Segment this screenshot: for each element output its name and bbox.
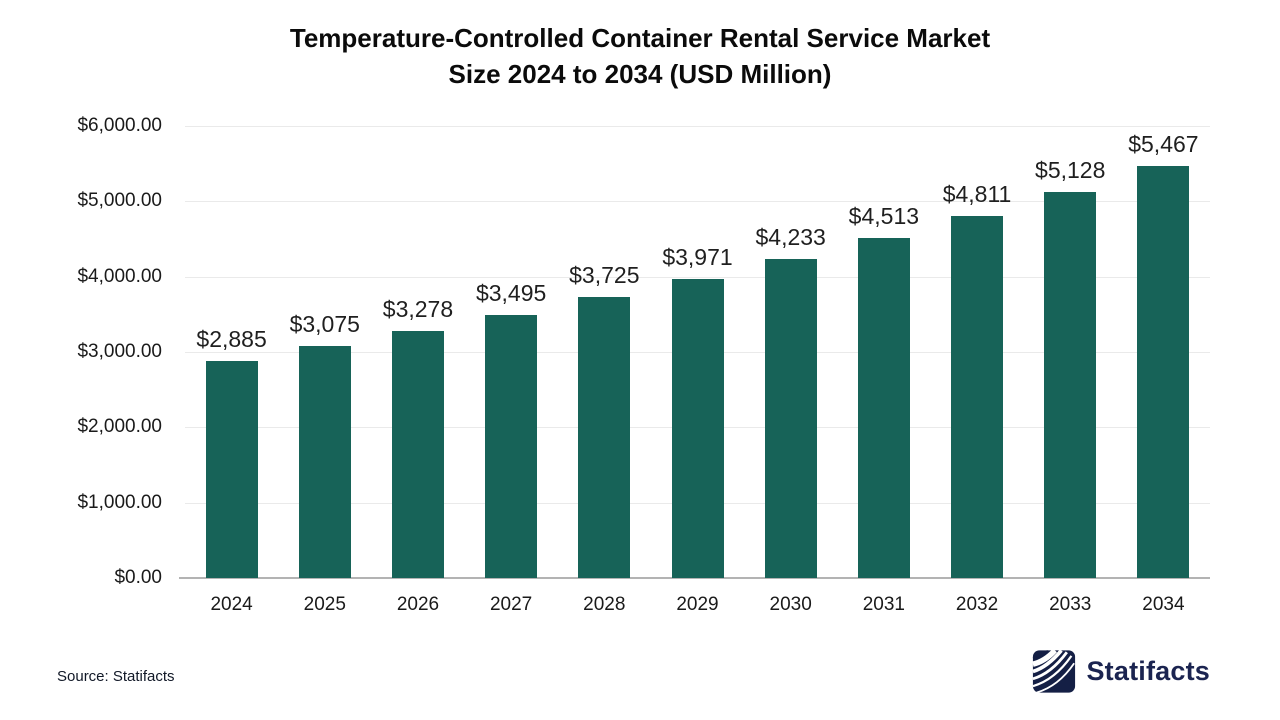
x-axis-tick-label-2034: 2034 xyxy=(1142,594,1185,615)
bar-value-label-2029: $3,971 xyxy=(662,243,733,270)
x-axis-tick-label-2029: 2029 xyxy=(676,594,719,615)
bar-value-label-2030: $4,233 xyxy=(755,224,826,251)
brand-name: Statifacts xyxy=(1086,655,1210,686)
bar-2033 xyxy=(1044,191,1097,578)
gridline-4000 xyxy=(185,276,1210,278)
y-axis-tick-label: $0.00 xyxy=(114,567,162,588)
bar-2032 xyxy=(951,215,1004,578)
bar-2028 xyxy=(578,297,631,578)
chart-title-line2: Size 2024 to 2034 (USD Million) xyxy=(448,59,832,89)
x-axis-tick-label-2033: 2033 xyxy=(1049,594,1092,615)
brand-logo: Statifacts xyxy=(1032,648,1210,694)
gridline-6000 xyxy=(185,126,1210,127)
x-axis-tick-label-2028: 2028 xyxy=(583,594,626,615)
bar-2034 xyxy=(1137,166,1190,578)
chart-title-line1: Temperature-Controlled Container Rental … xyxy=(289,23,991,53)
bar-value-label-2028: $3,725 xyxy=(569,262,640,289)
y-axis-tick-label: $4,000.00 xyxy=(77,265,162,287)
bar-value-label-2027: $3,495 xyxy=(475,279,547,306)
chart-title: Temperature-Controlled Container Rental … xyxy=(0,20,1280,92)
x-axis-tick-label-2026: 2026 xyxy=(396,594,440,615)
y-axis-tick-label: $2,000.00 xyxy=(77,416,162,438)
bar-2029 xyxy=(671,278,724,578)
x-axis-tick-label-2024: 2024 xyxy=(210,594,253,615)
x-axis-tick-label-2025: 2025 xyxy=(303,594,346,615)
x-axis-tick-label-2030: 2030 xyxy=(769,594,812,615)
statifacts-waves-icon xyxy=(1032,648,1076,693)
x-axis-tick-label-2032: 2032 xyxy=(955,594,999,615)
bar-2030 xyxy=(764,259,817,578)
bar-value-label-2032: $4,811 xyxy=(942,180,1012,207)
bar-value-label-2024: $2,885 xyxy=(196,325,267,352)
bar-2024 xyxy=(205,360,258,578)
bar-value-label-2025: $3,075 xyxy=(289,311,360,338)
x-axis-line xyxy=(179,577,1210,579)
bar-value-label-2031: $4,513 xyxy=(848,203,920,230)
y-axis-tick-label: $1,000.00 xyxy=(77,491,162,513)
y-axis-tick-label: $3,000.00 xyxy=(77,341,162,362)
bar-2031 xyxy=(857,238,910,578)
plot-area: $2,885 $3,075 $3,278 $3,495 $3,725 $3,971 $4,2… xyxy=(179,126,1210,579)
bar-value-label-2026: $3,278 xyxy=(382,296,454,323)
source-label: Source: Statifacts xyxy=(57,668,175,685)
bar-2026 xyxy=(391,331,444,578)
bar-value-label-2034: $5,467 xyxy=(1128,131,1199,158)
bar-2025 xyxy=(298,346,351,578)
bar-2027 xyxy=(485,314,538,578)
x-axis-tick-label-2027: 2027 xyxy=(489,594,533,615)
x-axis-tick-label-2031: 2031 xyxy=(862,594,905,615)
y-axis-tick-label: $5,000.00 xyxy=(77,190,162,212)
gridline-5000 xyxy=(185,201,1210,203)
bar-value-label-2033: $5,128 xyxy=(1035,156,1106,183)
y-axis-tick-label: $6,000.00 xyxy=(77,115,162,136)
